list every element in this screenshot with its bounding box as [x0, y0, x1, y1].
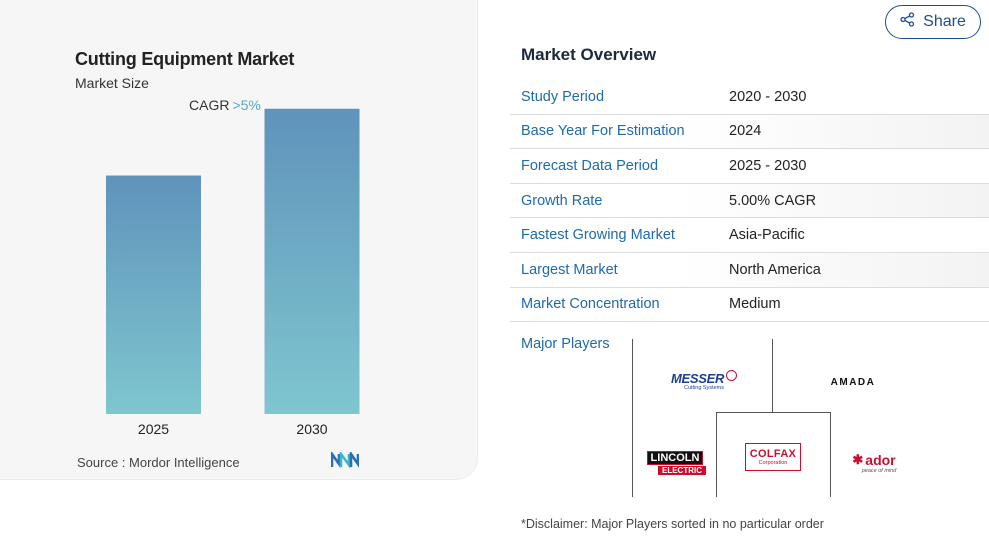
ador-mark-icon: ✱ [852, 452, 864, 467]
colfax-sub: Corporation [758, 460, 788, 466]
cagr-value: >5% [232, 97, 261, 113]
messer-tagline: Cutting Systems [683, 385, 725, 391]
x-tick-label: 2030 [296, 421, 327, 437]
lincoln-sub: ELECTRIC [658, 466, 706, 475]
overview-value: Medium [729, 296, 781, 313]
bar-2025 [106, 175, 201, 414]
major-players-grid: MESSER Cutting Systems AMADA LINCOLN ELE… [632, 339, 912, 497]
overview-value: 5.00% CAGR [729, 192, 817, 209]
chart-subtitle: Market Size [75, 75, 149, 91]
overview-row-study-period: Study Period 2020 - 2030 [510, 80, 989, 115]
messer-logo: MESSER Cutting Systems [654, 367, 754, 395]
overview-value: 2025 - 2030 [729, 157, 807, 174]
mordor-intelligence-logo [330, 449, 360, 473]
overview-value: Asia-Pacific [729, 227, 805, 244]
overview-value: 2024 [729, 123, 762, 140]
overview-label[interactable]: Fastest Growing Market [521, 227, 675, 244]
cagr-label: CAGR [189, 97, 230, 113]
ador-logo: ✱ ador peace of mind [846, 449, 902, 477]
chart-title: Cutting Equipment Market [75, 49, 295, 69]
overview-row-fastest-growing: Fastest Growing Market Asia-Pacific [510, 218, 989, 253]
overview-value: North America [729, 261, 821, 278]
market-size-chart: 2025 2030 [106, 108, 360, 437]
disclaimer: *Disclaimer: Major Players sorted in no … [521, 517, 824, 531]
overview-value: 2020 - 2030 [729, 88, 807, 105]
ador-tagline: peace of mind [861, 468, 897, 474]
cagr-annotation: CAGR >5% [189, 97, 261, 113]
market-overview-table: Study Period 2020 - 2030 Base Year For E… [510, 80, 989, 323]
overview-row-growth-rate: Growth Rate 5.00% CAGR [510, 183, 989, 219]
overview-row-concentration: Market Concentration Medium [510, 288, 989, 323]
chart-source: Source : Mordor Intelligence [77, 455, 240, 470]
lincoln-name: LINCOLN [646, 451, 704, 465]
x-tick-label: 2025 [138, 421, 169, 437]
overview-label[interactable]: Growth Rate [521, 192, 603, 209]
amada-name: AMADA [830, 376, 876, 388]
overview-label[interactable]: Largest Market [521, 261, 618, 278]
lincoln-electric-logo: LINCOLN ELECTRIC [646, 449, 706, 477]
overview-row-largest-market: Largest Market North America [510, 252, 989, 288]
chart-card [0, 0, 478, 480]
messer-name: MESSER [670, 371, 725, 386]
major-players-label[interactable]: Major Players [521, 336, 610, 352]
messer-mark-icon [726, 370, 738, 381]
overview-row-forecast-period: Forecast Data Period 2025 - 2030 [510, 149, 989, 184]
share-label: Share [923, 13, 966, 30]
colfax-logo: COLFAX Corporation [745, 443, 801, 471]
overview-row-base-year: Base Year For Estimation 2024 [510, 114, 989, 150]
market-overview-title: Market Overview [521, 45, 657, 64]
overview-label[interactable]: Market Concentration [521, 296, 660, 313]
colfax-name: COLFAX [749, 448, 797, 460]
overview-label[interactable]: Study Period [521, 88, 605, 105]
amada-logo: AMADA [810, 373, 896, 391]
overview-label[interactable]: Forecast Data Period [521, 157, 659, 174]
ador-name: ador [865, 452, 896, 468]
share-button[interactable]: Share [885, 5, 981, 39]
overview-label[interactable]: Base Year For Estimation [521, 123, 685, 140]
bar-2030 [264, 108, 360, 415]
share-icon [900, 12, 915, 32]
